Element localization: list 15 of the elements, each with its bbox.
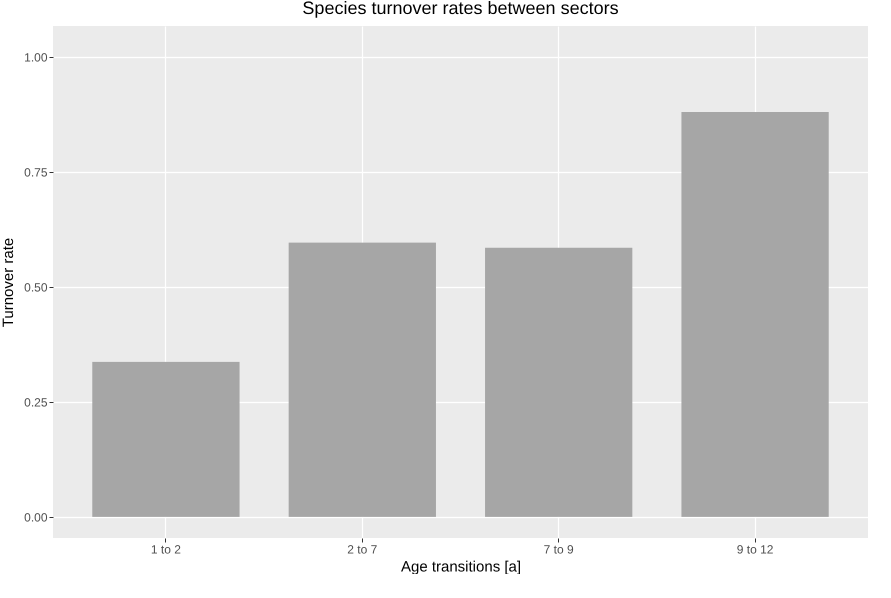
x-tick-label: 7 to 9 <box>544 542 574 556</box>
x-tick-label: 1 to 2 <box>150 542 182 556</box>
x-tick-label: 2 to 7 <box>347 542 378 556</box>
bar <box>681 112 829 517</box>
bar <box>485 248 632 517</box>
y-axis-title: Turnover rate <box>0 238 18 328</box>
y-tick-label: 0.75 <box>24 165 48 180</box>
y-tick-label: 1.00 <box>24 50 48 64</box>
y-tick-label: 0.00 <box>24 510 48 524</box>
bar <box>92 362 240 517</box>
x-tick-label: 9 to 12 <box>736 542 774 556</box>
chart-title: Species turnover rates between sectors <box>302 0 619 18</box>
bar <box>288 242 436 517</box>
y-tick-label: 0.50 <box>24 280 48 294</box>
y-tick-label: 0.25 <box>24 395 48 410</box>
